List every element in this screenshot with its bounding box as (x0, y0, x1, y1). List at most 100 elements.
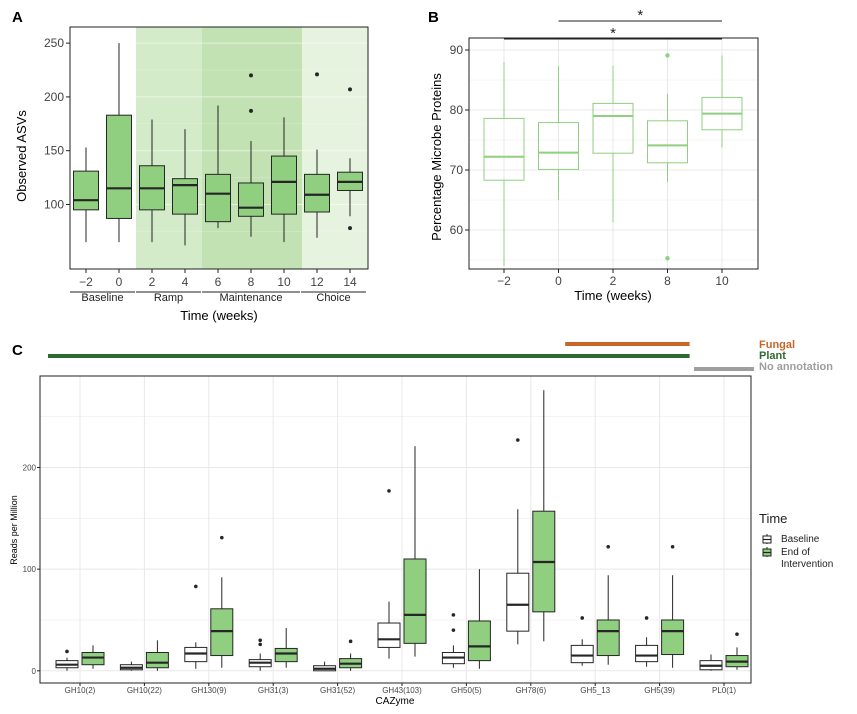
panel-c-end-6-box (467, 620, 491, 662)
panel-c-baseline-0-outlier (65, 649, 69, 654)
panel-a-ytick-label: 150 (44, 144, 64, 158)
panel-c-annotation-label-2: No annotation (759, 361, 833, 373)
panel-b: B 60 70 80 90 −2 0 2 8 10 * * Percentage Microbe… (428, 7, 759, 303)
panel-a-phase-label-1: Ramp (154, 292, 183, 304)
panel-b-ytick-label: 60 (450, 223, 464, 237)
panel-c-end-9-box (661, 619, 685, 656)
panel-b-ytick-label: 80 (450, 103, 464, 117)
panel-c-xtick-label: GH10(22) (127, 686, 162, 695)
panel-c-baseline-7-outlier (516, 438, 520, 442)
panel-b-0-box (483, 117, 525, 181)
legend-label-0: Baseline (781, 534, 820, 545)
panel-c-baseline-5-outlier (387, 489, 391, 493)
panel-a-7-box (304, 173, 330, 213)
panel-c-xtick-label: GH10(2) (65, 686, 96, 695)
panel-b-xlabel: Time (weeks) (574, 288, 652, 303)
panel-c-frame (39, 375, 752, 684)
panel-c-ytick-label: 100 (23, 565, 37, 574)
panel-c-baseline-7-box (506, 572, 530, 632)
panel-c-ytick-label: 200 (23, 463, 37, 472)
panel-a-5-outlier (249, 73, 253, 78)
panel-a-ytick-label: 100 (44, 197, 64, 211)
panel-c-xtick-label: GH43(103) (382, 686, 422, 695)
panel-a-xlabel: Time (weeks) (180, 308, 258, 323)
panel-c-xtick-label: GH5(39) (644, 686, 675, 695)
panel-c-baseline-6-outlier (451, 628, 456, 632)
panel-c-xtick-label: GH5_13 (580, 686, 610, 695)
panel-b-significance-star-0: * (637, 7, 643, 24)
panel-a-8-outlier (348, 226, 352, 231)
legend-key-0 (762, 534, 772, 544)
panel-c-baseline-6-outlier (451, 613, 456, 617)
panel-a-frame (69, 26, 369, 270)
panel-a-5-box (238, 182, 264, 217)
panel-c-end-9-outlier (670, 544, 675, 549)
panel-b-1-box (538, 122, 579, 170)
panel-a-xtick-label: 2 (149, 275, 156, 289)
panel-c-annotation-label-0: Fungal (759, 339, 795, 351)
panel-c-end-2-outlier (220, 535, 224, 540)
panel-a-phase-label-2: Maintenance (220, 292, 283, 304)
panel-c-xtick-label: GH31(52) (320, 686, 355, 695)
panel-b-xtick-label: 10 (715, 274, 729, 288)
panel-a-xtick-label: 6 (215, 275, 222, 289)
panel-a-xtick-label: 14 (343, 275, 357, 289)
panel-a: A 100 150 200 250 −2 0 2 4 6 8 10 12 14 Baseline Ram… (12, 9, 369, 323)
panel-c-baseline-9-outlier (644, 616, 649, 620)
panel-a-phase-label-0: Baseline (81, 292, 123, 304)
panel-b-ylabel: Percentage Microbe Proteins (429, 73, 444, 241)
panel-c-label: C (12, 342, 23, 359)
panel-b-xtick-label: 8 (664, 274, 671, 288)
panel-c-xtick-label: PL0(1) (712, 686, 736, 695)
panel-c-xtick-label: GH78(6) (515, 686, 546, 695)
panel-c-end-8-outlier (606, 544, 610, 549)
panel-a-ylabel: Observed ASVs (14, 110, 29, 202)
panel-c-baseline-9-box (635, 644, 659, 663)
panel-b-3-box (647, 120, 688, 164)
panel-c-end-5-box (403, 558, 427, 644)
panel-c-end-10-outlier (735, 632, 739, 637)
panel-a-1-box (106, 114, 132, 219)
panel-a-xtick-label: 10 (277, 275, 291, 289)
legend-key-1 (762, 547, 772, 557)
panel-c-baseline-8-box (570, 644, 594, 664)
panel-a-bg-choice (302, 27, 368, 269)
panel-a-ytick-label: 200 (44, 90, 64, 104)
panel-b-label: B (428, 9, 439, 26)
panel-a-ytick-label: 250 (44, 36, 64, 50)
panel-b-3-outlier (665, 53, 670, 58)
panel-b-xtick-label: 0 (555, 274, 562, 288)
panel-a-bg-ramp (136, 27, 202, 269)
panel-a-bg-maintenance (202, 27, 302, 269)
panel-b-ytick-label: 90 (450, 43, 464, 57)
legend-label-1: End of Intervention (781, 547, 833, 570)
panel-a-label: A (12, 9, 23, 26)
panel-c-ylabel: Reads per Million (9, 495, 19, 565)
panel-c-xlabel: CAZyme (376, 696, 415, 707)
panel-a-0-box (73, 170, 99, 211)
panel-a-xtick-label: 8 (248, 275, 255, 289)
panel-b-2-box (592, 102, 634, 154)
panel-c-baseline-5-box (377, 622, 401, 648)
panel-c-end-3-box (274, 647, 298, 663)
legend-label-line: Intervention (781, 559, 833, 570)
panel-b-xtick-label: 2 (610, 274, 617, 288)
panel-a-xtick-label: 12 (310, 275, 324, 289)
panel-a-3-box (172, 178, 198, 215)
panel-a-8-outlier (348, 87, 352, 92)
legend-label-line: End of (781, 547, 810, 558)
panel-c-end-8-box (596, 619, 620, 657)
panel-b-significance-star-1: * (610, 25, 616, 42)
panel-b-3-outlier (665, 256, 670, 261)
panel-a-xtick-label: −2 (79, 275, 93, 289)
legend-title: Time (759, 511, 787, 526)
panel-b-xtick-label: −2 (497, 274, 511, 288)
panel-c-baseline-8-outlier (580, 616, 584, 620)
panel-a-phase-label-3: Choice (316, 292, 350, 304)
panel-c-xtick-label: GH130(9) (191, 686, 226, 695)
panel-c-xtick-label: GH31(3) (258, 686, 289, 695)
panel-c-annotation-label-1: Plant (759, 350, 786, 362)
panel-a-xtick-label: 4 (182, 275, 189, 289)
